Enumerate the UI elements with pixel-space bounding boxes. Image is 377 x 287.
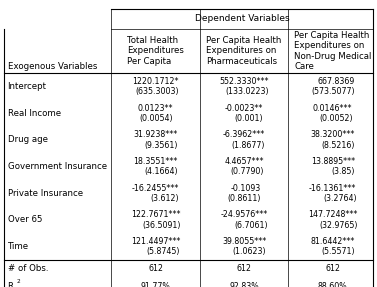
- Text: -6.3962***
(1.8677): -6.3962*** (1.8677): [223, 130, 265, 150]
- Text: Government Insurance: Government Insurance: [8, 162, 107, 171]
- Text: 667.8369
(573.5077): 667.8369 (573.5077): [311, 77, 354, 96]
- Text: Per Capita Health
Expenditures on
Non-Drug Medical
Care: Per Capita Health Expenditures on Non-Dr…: [294, 31, 371, 71]
- Text: Drug age: Drug age: [8, 135, 48, 144]
- Text: Private Insurance: Private Insurance: [8, 189, 83, 198]
- Text: # of Obs.: # of Obs.: [8, 264, 48, 274]
- Text: 88.60%: 88.60%: [318, 282, 348, 287]
- Text: Time: Time: [8, 242, 29, 251]
- Text: 147.7248***
(32.9765): 147.7248*** (32.9765): [308, 210, 357, 230]
- Text: 122.7671***
(36.5091): 122.7671*** (36.5091): [131, 210, 180, 230]
- Text: 0.0123**
(0.0054): 0.0123** (0.0054): [138, 104, 173, 123]
- Text: 2: 2: [16, 279, 20, 284]
- Text: R: R: [8, 282, 14, 287]
- Text: 121.4497***
(5.8745): 121.4497*** (5.8745): [131, 237, 180, 256]
- Text: 92.83%: 92.83%: [229, 282, 259, 287]
- Text: 4.4657***
(0.7790): 4.4657*** (0.7790): [224, 157, 264, 176]
- Text: -0.1093
(0.8611): -0.1093 (0.8611): [227, 184, 261, 203]
- Text: -0.0023**
(0.001): -0.0023** (0.001): [225, 104, 263, 123]
- Text: -16.1361***
(3.2764): -16.1361*** (3.2764): [309, 184, 356, 203]
- Text: 38.3200***
(8.5216): 38.3200*** (8.5216): [311, 130, 355, 150]
- Text: 1220.1712*
(635.3003): 1220.1712* (635.3003): [132, 77, 179, 96]
- Text: 13.8895***
(3.85): 13.8895*** (3.85): [311, 157, 355, 176]
- Text: Total Health
Expenditures
Per Capita: Total Health Expenditures Per Capita: [127, 36, 184, 66]
- Text: Intercept: Intercept: [8, 82, 46, 91]
- Text: Real Income: Real Income: [8, 109, 61, 118]
- Text: -24.9576***
(6.7061): -24.9576*** (6.7061): [221, 210, 268, 230]
- Text: 612: 612: [148, 264, 163, 274]
- Text: Exogenous Variables: Exogenous Variables: [8, 62, 97, 71]
- Text: Per Capita Health
Expenditures on
Pharmaceuticals: Per Capita Health Expenditures on Pharma…: [207, 36, 282, 66]
- Text: 31.9238***
(9.3561): 31.9238*** (9.3561): [133, 130, 178, 150]
- Text: Over 65: Over 65: [8, 216, 42, 224]
- Text: 91.77%: 91.77%: [141, 282, 170, 287]
- Text: 0.0146***
(0.0052): 0.0146*** (0.0052): [313, 104, 352, 123]
- Text: Dependent Variables: Dependent Variables: [195, 14, 290, 23]
- Text: -16.2455***
(3.612): -16.2455*** (3.612): [132, 184, 179, 203]
- Text: 81.6442***
(5.5571): 81.6442*** (5.5571): [311, 237, 355, 256]
- Text: 612: 612: [237, 264, 251, 274]
- Text: 18.3551***
(4.1664): 18.3551*** (4.1664): [133, 157, 178, 176]
- Text: 552.3330***
(133.0223): 552.3330*** (133.0223): [219, 77, 269, 96]
- Text: 612: 612: [325, 264, 340, 274]
- Text: 39.8055***
(1.0623): 39.8055*** (1.0623): [222, 237, 266, 256]
